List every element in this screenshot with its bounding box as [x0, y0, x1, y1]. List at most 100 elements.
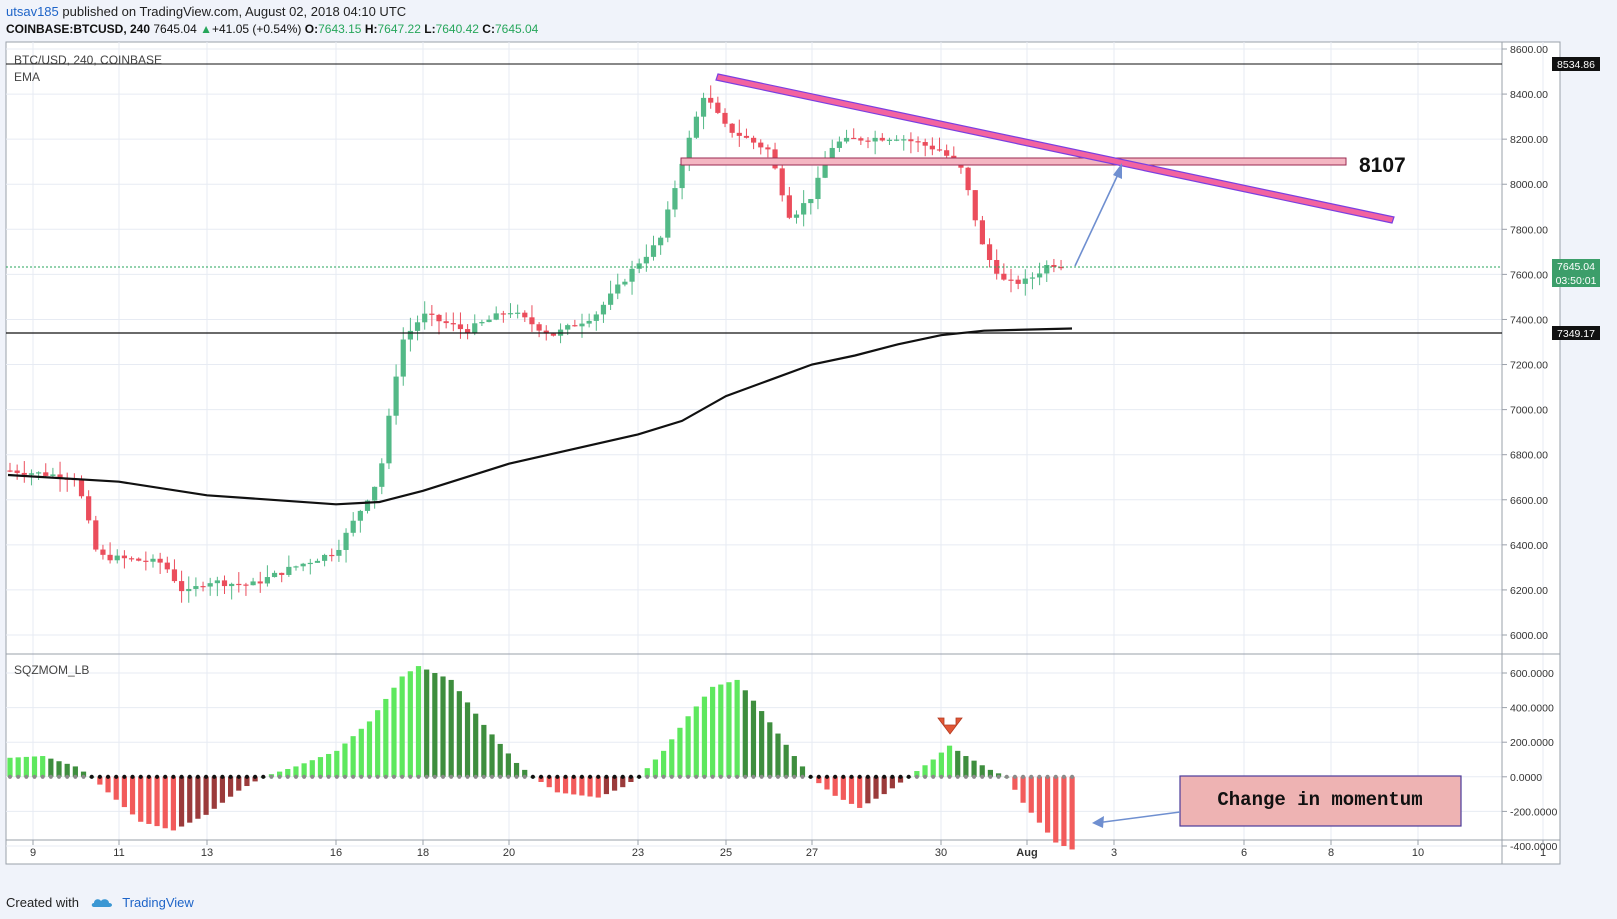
price-tick-label: 8000.00 [1510, 179, 1548, 191]
squeeze-dot [890, 774, 895, 779]
momentum-bar [227, 776, 234, 797]
candle-body [729, 123, 735, 133]
squeeze-dot [56, 774, 62, 779]
candle-body [136, 558, 142, 561]
squeeze-dot [702, 774, 707, 779]
squeeze-dot [971, 774, 977, 779]
candle-body [336, 549, 342, 556]
squeeze-dot [857, 774, 862, 779]
candle-body [200, 586, 206, 588]
squeeze-dot [841, 774, 846, 779]
momentum-bar [661, 750, 667, 777]
squeeze-dot [555, 774, 560, 779]
candle-body [658, 237, 664, 246]
price-axis: 8600.00 8400.00 8200.00 8000.00 7800.00 7600.… [1502, 44, 1548, 642]
momentum-bar [710, 686, 716, 777]
momentum-bar [791, 756, 797, 777]
squeeze-dot [359, 774, 364, 779]
squeeze-dot [922, 774, 928, 779]
squeeze-dot [310, 774, 315, 779]
candle-body [465, 329, 471, 334]
candle-body [965, 167, 971, 191]
chart-canvas[interactable]: 8600.00 8400.00 8200.00 8000.00 7800.00 7600.… [0, 0, 1617, 892]
candle-body [901, 139, 907, 141]
squeeze-dot [571, 774, 576, 779]
squeeze-dot [1045, 774, 1050, 779]
momentum-bar [48, 758, 54, 777]
price-tick-label: 8600.00 [1510, 44, 1548, 56]
time-tick-label: 11 [113, 847, 124, 859]
candle-body [314, 560, 321, 563]
squeeze-dot [996, 774, 1001, 779]
squeeze-dot [16, 774, 21, 779]
momentum-bar [97, 776, 103, 785]
squeeze-dot [726, 774, 732, 779]
squeeze-dot [171, 774, 176, 779]
candle-body [758, 142, 764, 148]
candle-body [751, 137, 757, 143]
squeeze-dot [653, 774, 658, 779]
ema-legend: EMA [14, 70, 40, 84]
momentum-bar [562, 776, 569, 794]
squeeze-dot [261, 774, 266, 779]
momentum-bar [546, 776, 552, 788]
momentum-bar [121, 776, 127, 808]
momentum-tick-label: 200.0000 [1510, 737, 1554, 749]
candle-body [57, 474, 63, 479]
squeeze-dot [220, 774, 225, 779]
time-axis: 9 11 13 16 18 20 23 25 27 30 Aug 3 6 8 10 1 [30, 840, 1546, 859]
momentum-bar [677, 727, 683, 777]
candle-body [243, 584, 249, 586]
candle-body [236, 583, 242, 586]
price-label-support: 7349.17 [1552, 326, 1600, 340]
squeeze-dot [906, 774, 911, 779]
candle-body [43, 472, 49, 476]
momentum-bar [824, 776, 830, 790]
momentum-bar [407, 671, 413, 777]
momentum-bar [750, 700, 757, 777]
momentum-bar [23, 756, 29, 777]
squeeze-dot [800, 774, 805, 779]
time-tick-label: 27 [806, 847, 818, 859]
candle-body [271, 572, 278, 578]
candle-body [886, 139, 893, 141]
candle-body [50, 474, 56, 476]
squeeze-dot [122, 774, 127, 779]
candle-body [765, 147, 771, 150]
candle-body [457, 324, 464, 330]
time-tick-label: 30 [935, 847, 947, 859]
candle-body [171, 569, 178, 582]
momentum-bar [375, 710, 381, 777]
momentum-bar [80, 771, 87, 777]
author-link[interactable]: utsav185 [6, 4, 59, 19]
momentum-bar [685, 716, 691, 777]
squeeze-dot [163, 774, 168, 779]
ema-line [7, 327, 1073, 506]
squeeze-dot [269, 774, 274, 779]
momentum-bar [693, 706, 699, 777]
candle-body [979, 220, 985, 245]
squeeze-dot [620, 774, 625, 779]
squeeze-dot [97, 774, 102, 779]
candle-body [207, 583, 213, 587]
squeeze-dot [849, 774, 854, 779]
momentum-bar [922, 765, 928, 777]
squeeze-dot [759, 774, 764, 779]
momentum-bar [1028, 776, 1034, 813]
momentum-bar [56, 761, 62, 777]
price-tick-label: 8400.00 [1510, 89, 1548, 101]
squeeze-dot [203, 774, 209, 779]
squeeze-dot [302, 774, 307, 779]
main-pane-title: BTC/USD, 240, COINBASE [14, 53, 162, 67]
momentum-bar [522, 769, 528, 777]
open-value: 7643.15 [318, 22, 362, 36]
squeeze-dot [677, 774, 683, 779]
squeeze-dot [32, 774, 37, 779]
momentum-bar [930, 759, 936, 777]
squeeze-dot [939, 774, 944, 779]
tradingview-link[interactable]: TradingView [122, 895, 194, 910]
time-tick-label: Aug [1016, 847, 1037, 859]
momentum-bar [1044, 776, 1051, 833]
squeeze-dot [138, 774, 143, 779]
candle-body [643, 256, 649, 264]
